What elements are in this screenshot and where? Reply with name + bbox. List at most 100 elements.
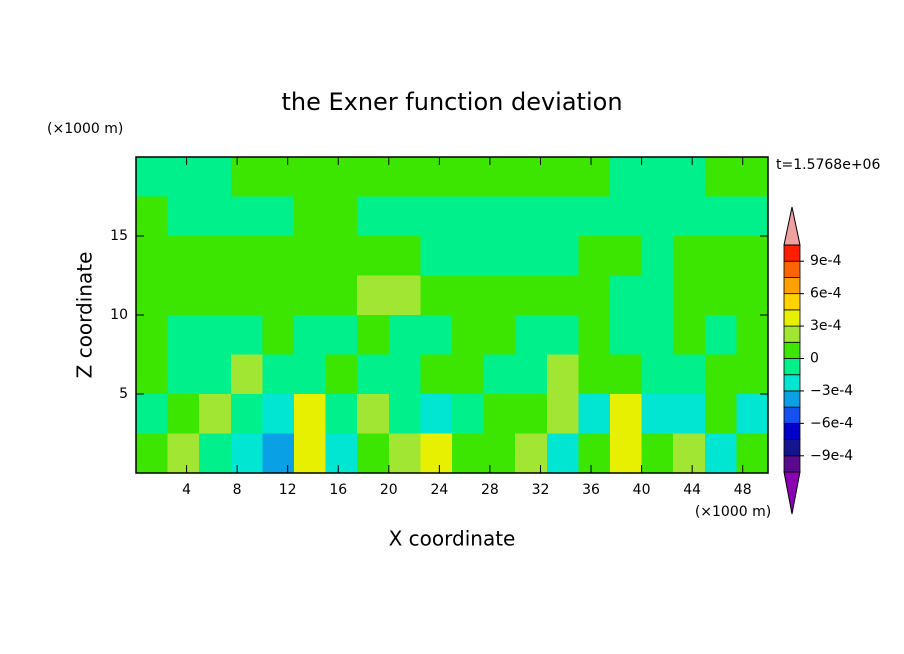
field-cell bbox=[262, 394, 295, 434]
colorbar-label: −3e-4 bbox=[810, 383, 853, 399]
field-cell bbox=[704, 275, 737, 316]
field-cell bbox=[199, 196, 232, 237]
field-cell bbox=[199, 236, 232, 276]
field-cell bbox=[452, 236, 485, 276]
x-tick-label: 20 bbox=[380, 482, 398, 498]
field-cell bbox=[167, 196, 200, 237]
field-cell bbox=[167, 433, 200, 474]
field-cell bbox=[641, 394, 674, 434]
field-cell bbox=[357, 315, 390, 355]
y-tick-label: 15 bbox=[110, 228, 128, 244]
field-cell bbox=[610, 157, 643, 197]
y-axis-label: Z coordinate bbox=[73, 252, 97, 379]
field-cell bbox=[230, 394, 263, 434]
x-tick-label: 44 bbox=[683, 482, 701, 498]
field-cell bbox=[230, 315, 263, 355]
colorbar-label: 3e-4 bbox=[810, 318, 842, 334]
x-tick-label: 8 bbox=[233, 482, 242, 498]
field-cell bbox=[420, 394, 453, 434]
field-cell bbox=[136, 433, 169, 474]
field-cell bbox=[294, 236, 327, 276]
field-cell bbox=[641, 354, 674, 395]
field-cell bbox=[136, 275, 169, 316]
field-cell bbox=[704, 433, 737, 474]
field-cell bbox=[736, 196, 769, 237]
colorbar-box bbox=[783, 406, 801, 424]
field-cell bbox=[610, 236, 643, 276]
field-cell bbox=[230, 275, 263, 316]
colorbar-box bbox=[783, 341, 801, 359]
field-cell bbox=[388, 433, 421, 474]
field-cell bbox=[736, 394, 769, 434]
field-cell bbox=[483, 394, 516, 434]
field-cell bbox=[357, 354, 390, 395]
field-cell bbox=[515, 315, 548, 355]
field-cell bbox=[483, 196, 516, 237]
field-cell bbox=[262, 433, 295, 474]
field-cell bbox=[515, 196, 548, 237]
field-cell bbox=[578, 433, 611, 474]
field-cell bbox=[610, 196, 643, 237]
x-tick-label: 12 bbox=[279, 482, 297, 498]
field-cell bbox=[546, 354, 579, 395]
field-cell bbox=[294, 196, 327, 237]
x-tick-label: 40 bbox=[633, 482, 651, 498]
field-cell bbox=[578, 394, 611, 434]
x-tick-label: 36 bbox=[582, 482, 600, 498]
field-cell bbox=[388, 236, 421, 276]
colorbar-box bbox=[783, 260, 801, 278]
colorbar-label: 6e-4 bbox=[810, 286, 842, 302]
colorbar-box bbox=[783, 390, 801, 408]
field-cell bbox=[357, 236, 390, 276]
field-cell bbox=[136, 354, 169, 395]
colorbar-box bbox=[783, 455, 801, 473]
field-cell bbox=[262, 196, 295, 237]
field-cell bbox=[452, 196, 485, 237]
field-cell bbox=[704, 196, 737, 237]
field-cell bbox=[736, 315, 769, 355]
field-cell bbox=[230, 433, 263, 474]
field-cell bbox=[641, 236, 674, 276]
field-cell bbox=[546, 275, 579, 316]
field-cell bbox=[736, 275, 769, 316]
field-cell bbox=[420, 196, 453, 237]
field-cell bbox=[578, 236, 611, 276]
field-cell bbox=[736, 433, 769, 474]
colorbar-box bbox=[783, 293, 801, 311]
field-cell bbox=[452, 354, 485, 395]
field-cell bbox=[704, 315, 737, 355]
field-cell bbox=[325, 236, 358, 276]
field-cell bbox=[420, 157, 453, 197]
x-unit: (×1000 m) bbox=[695, 504, 771, 520]
field-cell bbox=[325, 157, 358, 197]
field-cell bbox=[546, 236, 579, 276]
y-tick-label: 5 bbox=[119, 386, 128, 402]
field-cell bbox=[546, 315, 579, 355]
colorbar-box bbox=[783, 439, 801, 457]
field-cell bbox=[578, 354, 611, 395]
field-cell bbox=[325, 196, 358, 237]
field-cell bbox=[357, 157, 390, 197]
field-cell bbox=[199, 354, 232, 395]
field-cell bbox=[452, 157, 485, 197]
field-cell bbox=[388, 275, 421, 316]
field-cell bbox=[641, 315, 674, 355]
colorbar-box bbox=[783, 309, 801, 327]
field-cell bbox=[515, 275, 548, 316]
field-cell bbox=[325, 315, 358, 355]
colorbar-extend-low bbox=[783, 471, 801, 515]
field-cell bbox=[673, 196, 706, 237]
field-cell bbox=[294, 354, 327, 395]
field-cell bbox=[610, 394, 643, 434]
field-cell bbox=[357, 433, 390, 474]
field-cell bbox=[294, 157, 327, 197]
field-cell bbox=[704, 394, 737, 434]
colorbar-box bbox=[783, 374, 801, 392]
field-cell bbox=[167, 315, 200, 355]
field-cell bbox=[578, 157, 611, 197]
field-cell bbox=[357, 196, 390, 237]
field-cell bbox=[515, 236, 548, 276]
field-cell bbox=[294, 394, 327, 434]
field-cell bbox=[136, 394, 169, 434]
chart-title: the Exner function deviation bbox=[281, 88, 622, 116]
